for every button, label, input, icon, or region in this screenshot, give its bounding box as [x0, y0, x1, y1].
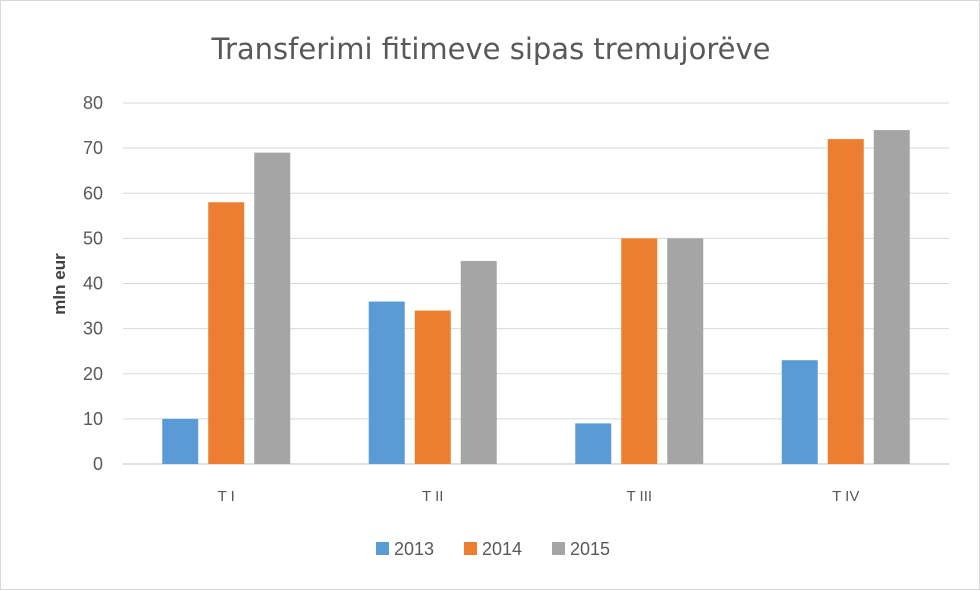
- y-tick-label: 80: [83, 93, 103, 113]
- y-tick-label: 50: [83, 228, 103, 248]
- bars: [162, 130, 910, 464]
- legend-swatch: [464, 542, 477, 555]
- y-tick-label: 20: [83, 364, 103, 384]
- bar-2013-t-i: [162, 418, 199, 464]
- chart-title: Transferimi fitimeve sipas tremujorëve: [211, 32, 771, 66]
- legend-label: 2013: [394, 539, 434, 559]
- legend-label: 2015: [570, 539, 610, 559]
- x-category-label: T IV: [832, 488, 859, 505]
- gridlines: [123, 102, 949, 465]
- legend-swatch: [552, 542, 565, 555]
- y-tick-label: 30: [83, 319, 103, 339]
- bar-2015-t-iv: [873, 130, 910, 464]
- bar-2014-t-i: [208, 202, 245, 464]
- x-axis-categories: T I T II T III T IV: [218, 488, 860, 505]
- legend-item-2014: 2014: [464, 539, 522, 559]
- bar-2015-t-iii: [667, 238, 704, 464]
- legend-item-2015: 2015: [552, 539, 610, 559]
- bar-2014-t-iv: [827, 139, 864, 464]
- x-category-label: T II: [422, 488, 443, 505]
- y-tick-label: 40: [83, 274, 103, 294]
- bar-2014-t-iii: [621, 238, 658, 464]
- legend-label: 2014: [482, 539, 522, 559]
- y-tick-label: 60: [83, 183, 103, 203]
- y-axis-label: mln eur: [50, 253, 69, 315]
- bar-2013-t-iv: [781, 360, 818, 464]
- bar-2013-t-iii: [575, 423, 612, 464]
- legend-item-2013: 2013: [376, 539, 434, 559]
- x-category-label: T I: [218, 488, 235, 505]
- bar-2015-t-i: [254, 152, 291, 464]
- y-axis-ticks: 0 10 20 30 40 50 60 70 80: [83, 93, 103, 474]
- legend-swatch: [376, 542, 389, 555]
- bar-2014-t-ii: [414, 310, 451, 464]
- x-category-label: T III: [626, 488, 652, 505]
- bar-2013-t-ii: [368, 301, 405, 464]
- y-tick-label: 0: [93, 454, 103, 474]
- legend: 2013 2014 2015: [376, 539, 610, 559]
- y-tick-label: 70: [83, 138, 103, 158]
- y-tick-label: 10: [83, 409, 103, 429]
- bar-2015-t-ii: [460, 260, 497, 464]
